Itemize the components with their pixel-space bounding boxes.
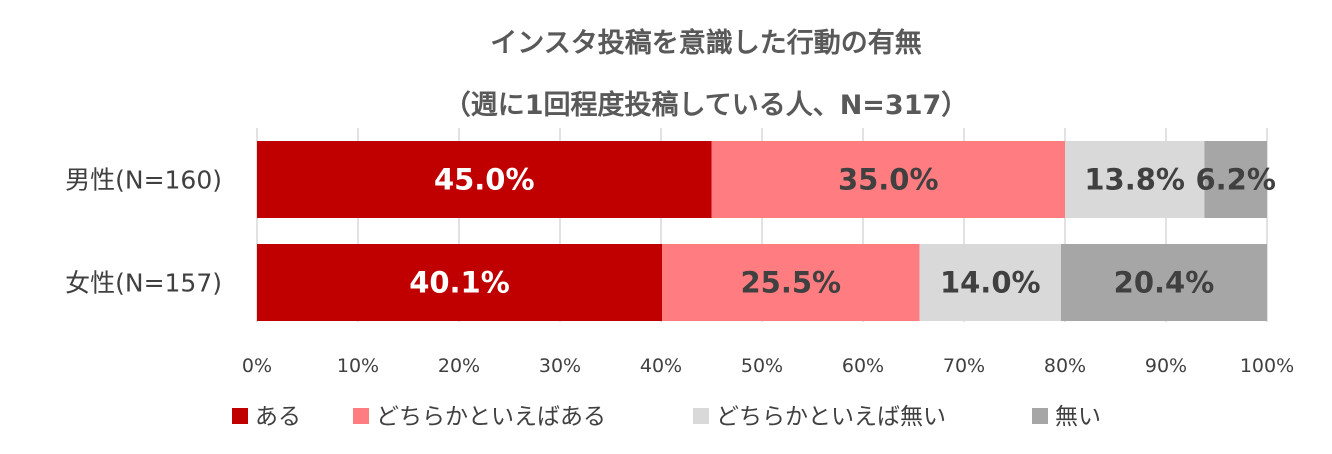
bar-segment	[257, 141, 712, 218]
legend-swatch	[1032, 408, 1048, 424]
category-label: 女性(N=157)	[65, 269, 222, 298]
data-labels: 45.0% 35.0% 13.8% 6.2% 40.1% 25.5% 14.0% 20.4%	[409, 163, 1276, 300]
chart-title: インスタ投稿を意識した行動の有無	[490, 27, 921, 59]
legend-label: どちらかといえば無い	[716, 404, 946, 430]
bar-segment	[1060, 244, 1267, 321]
bar-segment	[1065, 141, 1205, 218]
x-tick-label: 70%	[943, 355, 985, 377]
x-tick-label: 90%	[1145, 355, 1187, 377]
x-tick-label: 100%	[1240, 355, 1294, 377]
bar-segment	[257, 244, 663, 321]
x-axis-ticks: 0% 10% 20% 30% 40% 50% 60% 70% 80% 90% 100%	[242, 355, 1294, 377]
data-label: 20.4%	[1114, 266, 1215, 300]
data-label: 6.2%	[1195, 163, 1275, 197]
chart-subtitle: （週に1回程度投稿している人、N=317）	[444, 89, 969, 121]
legend-swatch	[693, 408, 709, 424]
legend-swatch	[353, 408, 369, 424]
data-label: 13.8%	[1084, 163, 1185, 197]
x-tick-label: 60%	[842, 355, 884, 377]
legend-label: ある	[255, 404, 301, 430]
data-label: 40.1%	[409, 266, 510, 300]
category-label: 男性(N=160)	[65, 166, 222, 195]
data-label: 45.0%	[434, 163, 535, 197]
x-tick-label: 30%	[539, 355, 581, 377]
bar-segment	[662, 244, 920, 321]
category-labels: 男性(N=160) 女性(N=157)	[65, 166, 222, 298]
data-label: 25.5%	[740, 266, 841, 300]
data-label: 14.0%	[940, 266, 1041, 300]
data-label: 35.0%	[838, 163, 939, 197]
bars	[257, 141, 1267, 321]
legend-label: 無い	[1055, 404, 1101, 430]
legend: ある どちらかといえばある どちらかといえば無い 無い	[232, 404, 1101, 430]
x-tick-label: 0%	[242, 355, 272, 377]
x-tick-label: 80%	[1044, 355, 1086, 377]
bar-segment	[919, 244, 1061, 321]
legend-label: どちらかといえばある	[376, 404, 606, 430]
x-tick-label: 40%	[640, 355, 682, 377]
bar-segment	[711, 141, 1065, 218]
x-tick-label: 10%	[337, 355, 379, 377]
bar-segment	[1204, 141, 1267, 218]
legend-swatch	[232, 408, 248, 424]
x-tick-label: 20%	[438, 355, 480, 377]
x-tick-label: 50%	[741, 355, 783, 377]
